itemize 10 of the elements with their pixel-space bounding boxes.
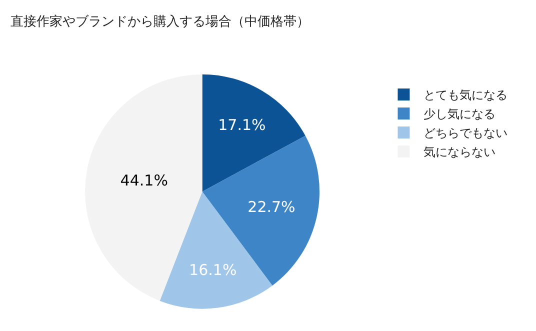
legend-label: 少し気になる	[424, 107, 496, 122]
legend-label: とても気になる	[424, 88, 508, 102]
legend-label: どちらでもない	[424, 126, 508, 140]
data-label: 17.1%	[218, 116, 266, 134]
chart-title: 直接作家やブランドから購入する場合（中価格帯）	[10, 14, 310, 30]
pie-slice	[202, 74, 306, 192]
legend-label: 気にならない	[424, 145, 496, 160]
data-label: 16.1%	[189, 260, 237, 279]
data-label: 44.1%	[120, 172, 168, 190]
data-label: 22.7%	[248, 198, 296, 216]
